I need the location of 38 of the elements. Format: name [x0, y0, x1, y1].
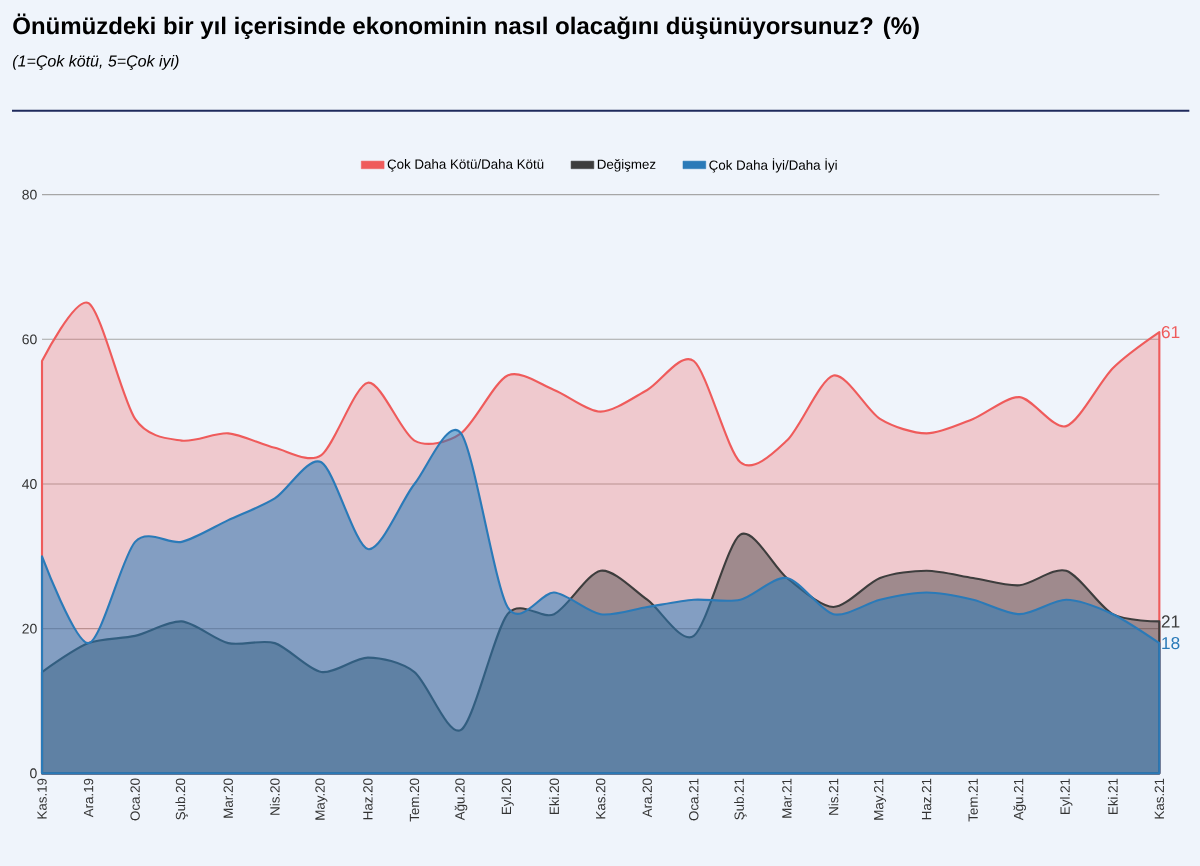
- x-tick-label: Nis.21: [828, 778, 839, 815]
- x-tick-label: Tem.21: [968, 778, 978, 822]
- x-tick-label: Ağu.21: [1013, 778, 1026, 821]
- x-tick-label: Eki.21: [1107, 778, 1118, 814]
- x-tick-label: Ağu.20: [454, 778, 468, 821]
- x-tick-label: Haz.20: [363, 778, 373, 820]
- x-tick-label: May.21: [873, 778, 887, 820]
- y-tick-label: 80: [22, 189, 37, 200]
- x-tick-label: Nis.20: [269, 778, 280, 815]
- chart-subtitle: (1=Çok kötü, 5=Çok iyi): [13, 54, 179, 70]
- x-tick-label: Kas.19: [37, 778, 47, 819]
- x-tick-label: Ara.19: [83, 778, 94, 818]
- x-tick-label: Haz.21: [921, 778, 932, 820]
- x-tick-label: Eyl.20: [501, 778, 514, 814]
- x-tick-label: Şub.20: [175, 778, 188, 820]
- x-tick-label: Şub.21: [734, 778, 747, 820]
- data-label: 21: [1161, 615, 1180, 628]
- x-tick-label: Mar.21: [782, 778, 792, 818]
- x-tick-label: Kas.21: [1154, 778, 1165, 819]
- x-tick-label: Eyl.21: [1060, 778, 1073, 814]
- legend-label: Çok Daha Kötü/Daha Kötü: [387, 159, 544, 172]
- x-tick-label: Ara.20: [642, 778, 652, 818]
- y-tick-label: 60: [22, 334, 37, 345]
- x-tick-label: Kas.20: [595, 778, 606, 819]
- chart-title: Önümüzdeki bir yıl içerisinde ekonominin nasıl olacağını düşünüyorsunuz? (%): [13, 13, 919, 40]
- x-tick-label: Tem.20: [409, 778, 420, 822]
- x-tick-label: Eki.20: [549, 778, 560, 814]
- legend-label: Değişmez: [597, 159, 656, 172]
- x-tick-label: Oca.21: [689, 778, 699, 821]
- x-tick-label: May.20: [315, 778, 328, 820]
- data-label: 61: [1161, 325, 1180, 339]
- y-tick-label: 0: [30, 768, 37, 779]
- y-tick-label: 20: [22, 623, 37, 634]
- y-tick-label: 40: [22, 479, 37, 489]
- x-tick-label: Mar.20: [223, 778, 233, 818]
- x-tick-label: Oca.20: [130, 778, 140, 821]
- data-label: 18: [1162, 636, 1180, 650]
- legend-label: Çok Daha İyi/Daha İyi: [709, 158, 837, 173]
